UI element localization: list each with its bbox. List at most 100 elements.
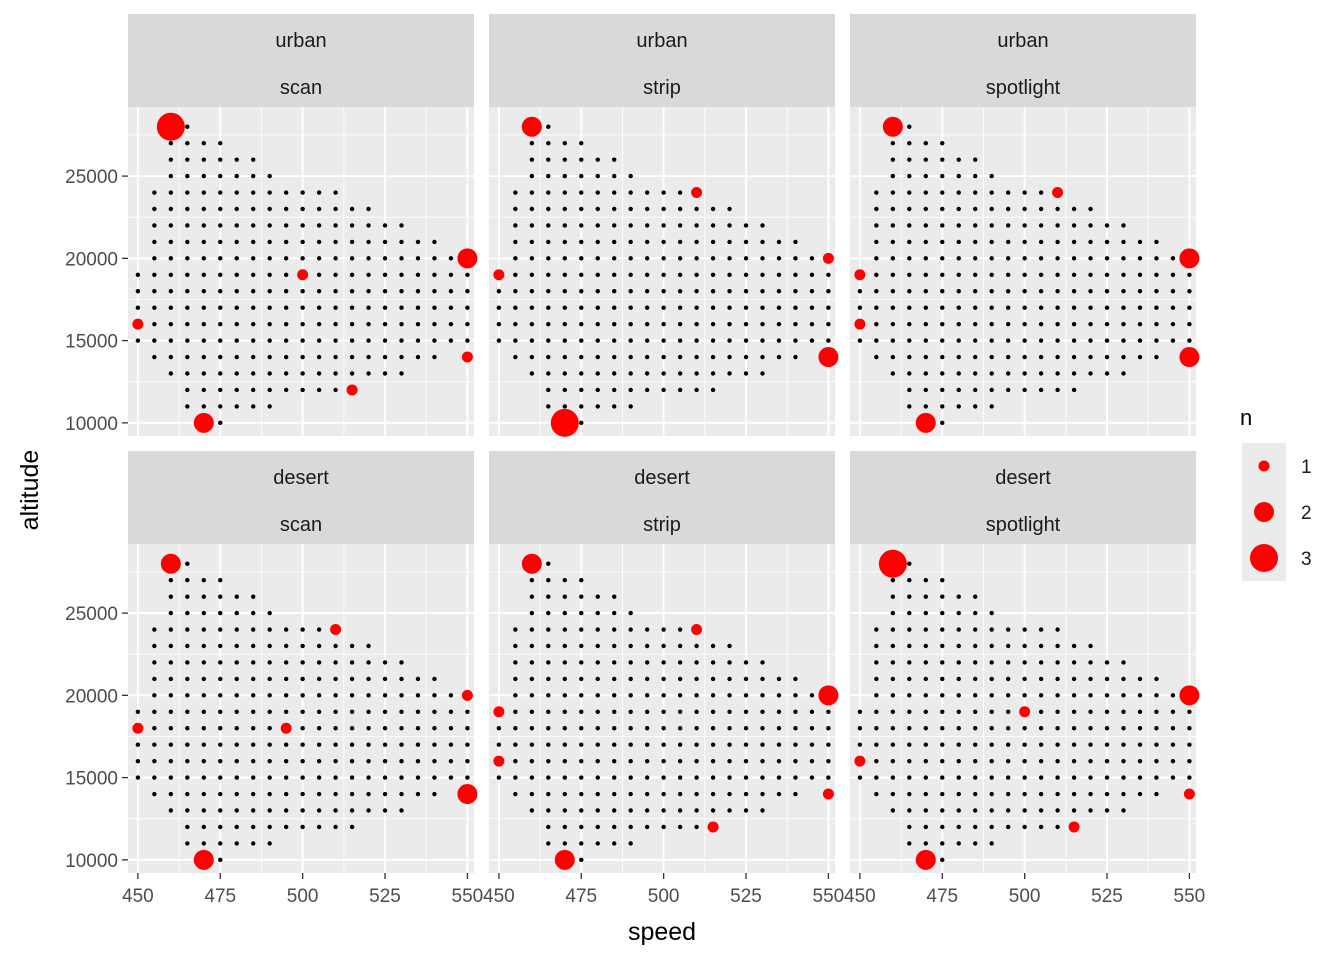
grid-dot (874, 289, 879, 294)
grid-dot (579, 577, 584, 583)
panel-background (128, 544, 474, 873)
grid-dot (267, 693, 272, 698)
grid-dot (973, 824, 978, 830)
grid-dot (809, 742, 815, 747)
grid-dot (168, 758, 174, 764)
grid-dot (956, 742, 961, 747)
grid-dot (612, 709, 617, 714)
grid-dot (776, 289, 782, 294)
grid-dot (1154, 321, 1159, 327)
grid-dot (874, 338, 879, 343)
grid-dot (694, 272, 699, 277)
grid-dot (1055, 627, 1060, 632)
grid-dot (333, 305, 338, 310)
grid-dot (201, 775, 206, 780)
data-point (132, 318, 144, 330)
grid-dot (743, 791, 749, 797)
grid-dot (874, 676, 879, 682)
grid-dot (857, 338, 863, 343)
grid-dot (743, 289, 749, 294)
grid-dot (793, 338, 798, 343)
grid-dot (529, 693, 535, 698)
grid-dot (694, 206, 699, 212)
grid-dot (956, 190, 961, 195)
grid-dot (857, 742, 863, 747)
grid-dot (595, 726, 600, 731)
grid-dot (234, 206, 239, 212)
grid-dot (234, 824, 239, 830)
grid-dot (1121, 693, 1126, 698)
grid-dot (529, 610, 535, 616)
legend-key-point (1254, 502, 1274, 522)
grid-dot (366, 289, 371, 294)
grid-dot (201, 841, 206, 846)
grid-dot (267, 726, 272, 731)
grid-dot (907, 775, 912, 780)
grid-dot (677, 354, 683, 360)
grid-dot (546, 594, 551, 599)
grid-dot (973, 627, 978, 632)
data-point (1179, 248, 1200, 269)
grid-dot (1104, 758, 1110, 764)
grid-dot (661, 256, 666, 261)
grid-dot (826, 289, 831, 294)
grid-dot (300, 305, 305, 310)
grid-dot (1071, 693, 1077, 698)
grid-dot (1088, 289, 1093, 294)
grid-dot (940, 758, 945, 764)
grid-dot (677, 239, 683, 245)
grid-dot (989, 660, 994, 665)
grid-dot (251, 758, 256, 764)
grid-dot (1154, 742, 1159, 747)
grid-dot (628, 660, 633, 665)
grid-dot (727, 775, 732, 780)
grid-dot (1088, 726, 1093, 731)
grid-dot (628, 190, 633, 195)
grid-dot (661, 272, 666, 277)
grid-dot (890, 610, 896, 616)
grid-dot (956, 354, 961, 360)
grid-dot (710, 643, 716, 649)
grid-dot (612, 239, 617, 245)
grid-dot (1154, 758, 1159, 764)
grid-dot (562, 305, 567, 310)
grid-dot (562, 726, 567, 731)
grid-dot (316, 742, 322, 747)
grid-dot (1137, 239, 1143, 245)
grid-dot (1170, 693, 1176, 698)
grid-dot (529, 758, 535, 764)
grid-dot (1005, 338, 1011, 343)
grid-dot (874, 758, 879, 764)
grid-dot (940, 173, 945, 179)
grid-dot (727, 289, 732, 294)
grid-dot (168, 594, 174, 599)
grid-dot (890, 726, 896, 731)
grid-dot (283, 354, 289, 360)
grid-dot (710, 206, 716, 212)
grid-dot (300, 775, 305, 780)
grid-dot (1104, 693, 1110, 698)
data-point (193, 849, 214, 870)
grid-dot (267, 206, 272, 212)
grid-dot (316, 791, 322, 797)
grid-dot (382, 726, 388, 731)
grid-dot (612, 173, 617, 179)
grid-dot (595, 239, 600, 245)
grid-dot (743, 371, 749, 376)
grid-dot (1088, 371, 1093, 376)
grid-dot (809, 775, 815, 780)
grid-dot (956, 791, 961, 797)
grid-dot (923, 841, 928, 846)
grid-dot (283, 643, 289, 649)
grid-dot (529, 157, 535, 162)
grid-dot (168, 321, 174, 327)
grid-dot (710, 354, 716, 360)
grid-dot (727, 791, 732, 797)
grid-dot (251, 594, 256, 599)
grid-dot (234, 594, 239, 599)
grid-dot (989, 173, 994, 179)
grid-dot (546, 338, 551, 343)
grid-dot (989, 709, 994, 714)
grid-dot (432, 305, 437, 310)
